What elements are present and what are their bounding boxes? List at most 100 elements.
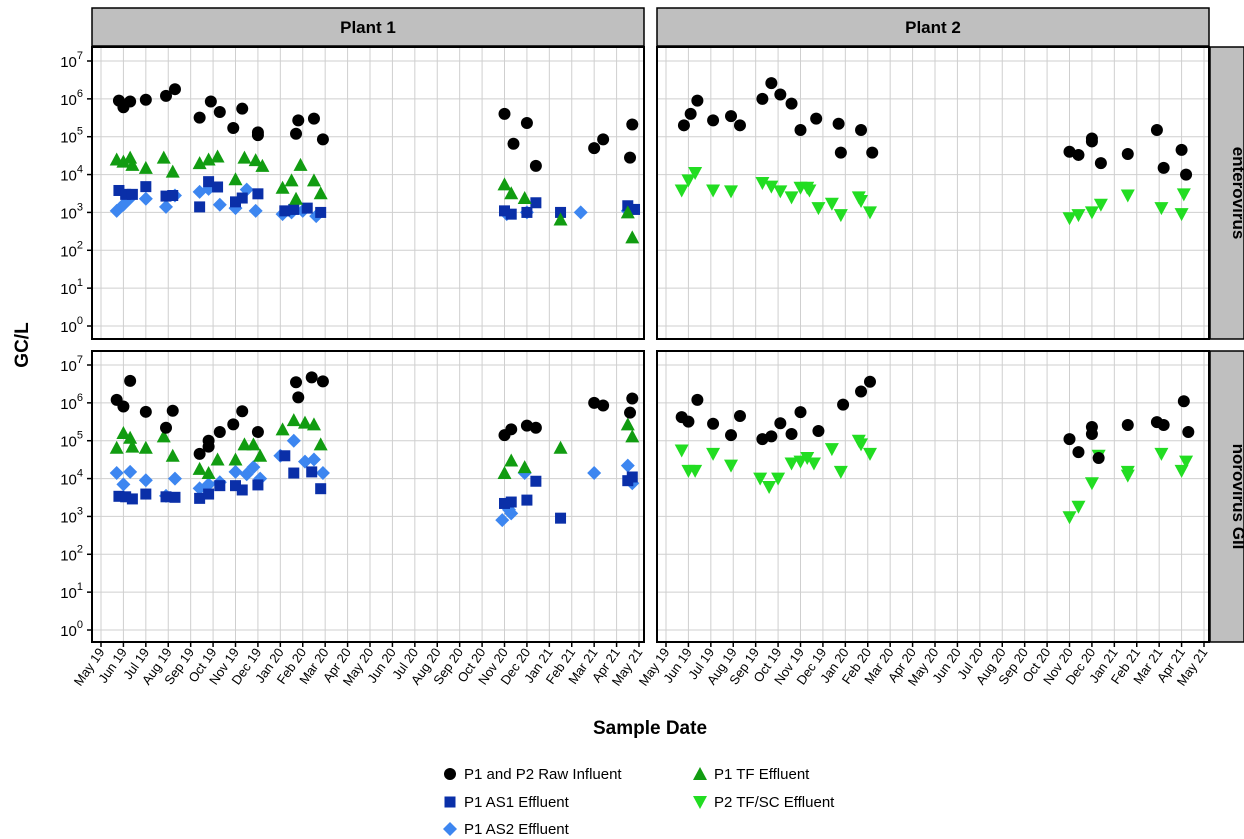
data-point-square — [629, 203, 641, 215]
data-point-circle — [1150, 124, 1163, 137]
data-point-circle — [124, 374, 137, 387]
data-point-square — [212, 181, 224, 193]
legend-item: P1 AS2 Effluent — [443, 821, 570, 838]
data-point-square — [530, 475, 542, 487]
data-point-circle — [1157, 161, 1170, 174]
data-point-circle — [520, 117, 533, 130]
data-point-triangle-up — [123, 430, 138, 444]
data-point-diamond — [228, 464, 243, 479]
data-point-diamond — [315, 466, 330, 481]
data-point-circle — [626, 392, 639, 405]
data-point-triangle-up — [253, 448, 268, 462]
data-point-diamond — [138, 191, 153, 206]
data-point-triangle-down — [824, 443, 839, 457]
strips-layer: Plant 1 Plant 2 enterovirus norovirus GII — [91, 7, 1244, 643]
data-point-square — [160, 190, 172, 202]
data-point-circle — [832, 117, 845, 130]
legend-marker-circle — [444, 768, 456, 780]
panel-plant-1-enterovirus — [91, 46, 645, 340]
data-point-circle — [810, 112, 823, 125]
data-point-triangle-up — [306, 417, 321, 431]
y-tick-label: 107 — [60, 50, 83, 71]
data-point-triangle-up — [248, 153, 263, 167]
data-point-triangle-down — [833, 465, 848, 479]
data-point-square — [203, 488, 215, 500]
data-point-square — [315, 483, 327, 495]
data-point-triangle-up — [116, 154, 131, 168]
y-tick-label: 107 — [60, 354, 83, 375]
data-point-triangle-down — [802, 184, 817, 198]
legend-item: P1 AS1 Effluent — [444, 794, 570, 811]
data-point-circle — [160, 89, 173, 102]
data-point-circle — [837, 398, 850, 411]
data-point-diamond — [116, 197, 131, 212]
data-point-circle — [626, 118, 639, 131]
legend-item: P1 and P2 Raw Influent — [444, 766, 622, 783]
data-point-triangle-down — [688, 464, 703, 478]
data-point-triangle-up — [210, 149, 225, 163]
data-point-square — [499, 497, 510, 509]
data-point-diamond — [123, 464, 138, 479]
data-point-square — [214, 480, 226, 492]
data-point-circle — [507, 137, 520, 150]
data-point-square — [505, 208, 517, 220]
data-point-triangle-up — [210, 452, 225, 466]
data-point-circle — [166, 404, 179, 417]
data-point-square — [521, 494, 533, 506]
data-point-triangle-down — [1176, 188, 1191, 202]
data-point-square — [230, 480, 241, 492]
data-point-triangle-down — [1174, 208, 1189, 222]
y-tick-label: 102 — [60, 239, 83, 260]
data-point-diamond — [167, 471, 182, 486]
data-point-triangle-down — [1084, 477, 1099, 491]
data-point-diamond — [159, 199, 174, 214]
data-point-circle — [139, 93, 152, 106]
legend-label: P1 TF Effluent — [714, 766, 810, 783]
data-point-circle — [588, 142, 601, 155]
data-point-square — [160, 491, 172, 503]
data-point-triangle-up — [228, 172, 243, 186]
data-point-triangle-down — [1120, 189, 1135, 203]
row-strip-label: enterovirus — [1229, 147, 1244, 240]
legend-marker-diamond — [443, 822, 457, 836]
data-point-circle — [160, 421, 173, 434]
y-tick-label: 101 — [60, 277, 83, 298]
data-point-circle — [794, 124, 807, 137]
data-point-circle — [168, 83, 181, 96]
data-point-triangle-up — [201, 466, 216, 480]
data-point-triangle-up — [293, 157, 308, 171]
data-point-circle — [227, 418, 240, 431]
data-point-circle — [682, 415, 695, 428]
panel-background — [657, 47, 1209, 339]
data-point-circle — [1157, 419, 1170, 432]
panel-plant-2-norovirus-gii — [656, 350, 1210, 643]
data-point-circle — [529, 421, 542, 434]
row-strip-label: norovirus GII — [1229, 444, 1244, 550]
data-point-circle — [1121, 419, 1134, 432]
data-point-triangle-down — [784, 191, 799, 205]
row-strip — [1209, 350, 1244, 643]
data-point-triangle-up — [306, 173, 321, 187]
data-point-triangle-down — [688, 167, 703, 181]
data-point-triangle-up — [246, 437, 261, 451]
data-point-triangle-up — [165, 448, 180, 462]
data-point-triangle-up — [504, 453, 519, 467]
panel-background — [92, 351, 644, 642]
data-point-circle — [193, 111, 206, 124]
data-point-square — [505, 496, 517, 508]
data-point-triangle-down — [833, 209, 848, 223]
legend-marker-triangle-up — [693, 767, 707, 780]
data-point-circle — [733, 409, 746, 422]
data-point-circle — [855, 385, 868, 398]
data-point-triangle-up — [156, 429, 171, 443]
data-point-triangle-down — [800, 451, 815, 465]
data-point-circle — [505, 423, 518, 436]
data-point-square — [126, 493, 138, 505]
data-point-circle — [794, 406, 807, 419]
data-point-triangle-down — [771, 472, 786, 486]
data-point-circle — [725, 429, 738, 442]
data-point-circle — [1180, 168, 1193, 181]
data-point-triangle-down — [784, 457, 799, 471]
